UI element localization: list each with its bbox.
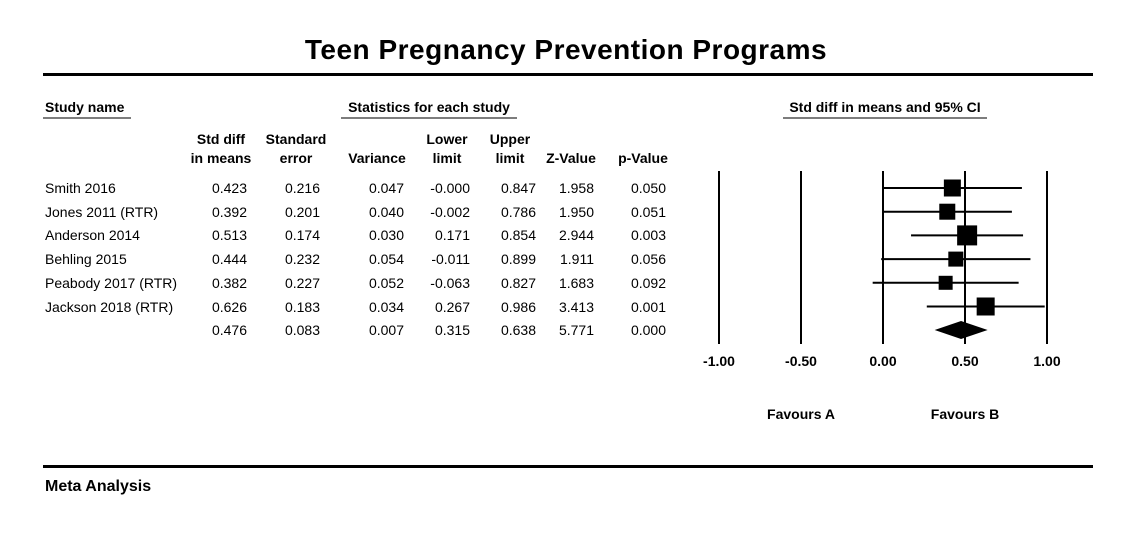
page-title: Teen Pregnancy Prevention Programs (304, 34, 828, 65)
favours-a-label: Favours A (767, 406, 835, 422)
study-row-4-col-1: 0.227 (284, 275, 320, 291)
study-name-5: Jackson 2018 (RTR) (45, 299, 174, 315)
column-group-statistics: Statistics for each study (348, 99, 510, 115)
study-row-2-col-1: 0.174 (284, 227, 320, 243)
study-row-4-col-6: 0.092 (630, 275, 666, 291)
meta-analysis-label: Meta Analysis (45, 478, 152, 495)
subheader-col-0: Std diff in means (190, 131, 252, 166)
tick-label--1.00: -1.00 (703, 353, 735, 369)
study-row-2-col-2: 0.030 (368, 227, 404, 243)
plot-header-underline (783, 117, 987, 119)
study-row-3-col-5: 1.911 (560, 251, 594, 267)
tick-label-0.00: 0.00 (869, 353, 897, 369)
top-rule (43, 73, 1093, 76)
study-row-5-col-4: 0.986 (500, 299, 536, 315)
study-row-2-col-6: 0.003 (630, 227, 666, 243)
study-name-3: Behling 2015 (45, 251, 127, 267)
study-row-3-col-1: 0.232 (284, 251, 320, 267)
study-row-0-col-2: 0.047 (368, 180, 404, 196)
study-row-5-col-2: 0.034 (368, 299, 404, 315)
study-row-5-col-0: 0.626 (211, 299, 247, 315)
study-row-2-col-4: 0.854 (500, 227, 536, 243)
summary-row-col-6: 0.000 (630, 322, 666, 338)
study-row-2-col-3: 0.171 (434, 227, 470, 243)
study-row-4-col-2: 0.052 (368, 275, 404, 291)
tick-label-1.00: 1.00 (1033, 353, 1061, 369)
study-row-3-col-2: 0.054 (368, 251, 404, 267)
study-row-2-col-0: 0.513 (211, 227, 247, 243)
study-row-4-col-0: 0.382 (211, 275, 247, 291)
study-row-1-col-0: 0.392 (211, 204, 247, 220)
summary-row-col-4: 0.638 (500, 322, 536, 338)
summary-row-col-5: 5.771 (558, 322, 594, 338)
statistics-underline (341, 117, 517, 119)
study-row-1-col-6: 0.051 (630, 204, 666, 220)
tick-label--0.50: -0.50 (785, 353, 817, 369)
study-row-2-col-5: 2.944 (558, 227, 594, 243)
subheader-col-5: Z-Value (546, 150, 596, 166)
column-group-study-name: Study name (45, 99, 125, 115)
study-name-4: Peabody 2017 (RTR) (45, 275, 178, 291)
study-row-4-col-4: 0.827 (500, 275, 536, 291)
study-row-5-col-5: 3.413 (558, 299, 594, 315)
effect-square-5 (976, 297, 995, 316)
study-row-0-col-3: -0.000 (430, 180, 470, 196)
study-row-1-col-5: 1.950 (558, 204, 594, 220)
study-row-5-col-6: 0.001 (630, 299, 666, 315)
summary-row-col-0: 0.476 (211, 322, 247, 338)
study-name-0: Smith 2016 (45, 180, 116, 196)
bottom-rule (43, 465, 1093, 468)
subheader-col-3: Lower limit (426, 131, 468, 166)
tick-label-0.50: 0.50 (951, 353, 979, 369)
subheader-col-4: Upper limit (489, 131, 531, 166)
column-group-plot: Std diff in means and 95% CI (789, 99, 981, 115)
study-row-0-col-5: 1.958 (558, 180, 594, 196)
effect-square-1 (939, 203, 956, 220)
summary-row-col-1: 0.083 (284, 322, 320, 338)
study-name-2: Anderson 2014 (45, 227, 140, 243)
subheader-col-2: Variance (348, 150, 406, 166)
effect-square-4 (938, 275, 953, 290)
study-name-underline (43, 117, 131, 119)
study-row-3-col-6: 0.056 (630, 251, 666, 267)
study-row-1-col-1: 0.201 (284, 204, 320, 220)
study-row-0-col-4: 0.847 (500, 180, 536, 196)
study-row-5-col-1: 0.183 (284, 299, 320, 315)
study-row-0-col-1: 0.216 (284, 180, 320, 196)
study-row-1-col-2: 0.040 (368, 204, 404, 220)
study-row-1-col-3: -0.002 (430, 204, 470, 220)
study-row-0-col-0: 0.423 (211, 180, 247, 196)
summary-diamond (934, 321, 988, 339)
study-name-1: Jones 2011 (RTR) (45, 204, 159, 220)
study-row-3-col-3: -0.011 (431, 251, 470, 267)
study-row-5-col-3: 0.267 (434, 299, 470, 315)
subheader-col-6: p-Value (618, 150, 668, 166)
study-row-3-col-0: 0.444 (211, 251, 247, 267)
study-row-4-col-5: 1.683 (558, 275, 594, 291)
study-row-0-col-6: 0.050 (630, 180, 666, 196)
study-row-1-col-4: 0.786 (500, 204, 536, 220)
study-row-3-col-4: 0.899 (500, 251, 536, 267)
effect-square-0 (943, 179, 961, 197)
effect-square-3 (948, 251, 964, 267)
favours-b-label: Favours B (930, 406, 1000, 422)
summary-row-col-2: 0.007 (368, 322, 404, 338)
effect-square-2 (957, 225, 978, 246)
summary-row-col-3: 0.315 (434, 322, 470, 338)
study-row-4-col-3: -0.063 (430, 275, 470, 291)
subheader-col-1: Standard error (265, 131, 327, 166)
